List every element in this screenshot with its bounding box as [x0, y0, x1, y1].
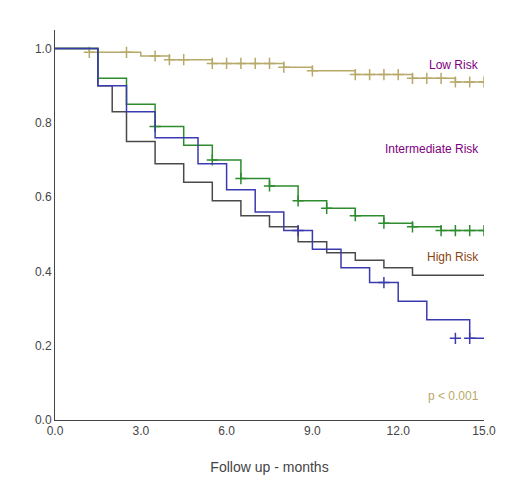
- svg-text:0.2: 0.2: [35, 339, 52, 353]
- svg-text:0.0: 0.0: [35, 413, 52, 427]
- svg-text:6.0: 6.0: [218, 424, 235, 438]
- svg-text:9.0: 9.0: [304, 424, 321, 438]
- svg-text:0.8: 0.8: [35, 116, 52, 130]
- svg-text:High Risk: High Risk: [427, 250, 479, 264]
- svg-text:Follow up - months: Follow up - months: [210, 459, 328, 475]
- svg-text:Intermediate Risk: Intermediate Risk: [385, 142, 479, 156]
- svg-text:Low Risk: Low Risk: [429, 58, 479, 72]
- svg-text:0.6: 0.6: [35, 190, 52, 204]
- svg-text:12.0: 12.0: [387, 424, 411, 438]
- svg-text:3.0: 3.0: [132, 424, 149, 438]
- svg-text:p < 0.001: p < 0.001: [428, 389, 479, 403]
- svg-text:0.4: 0.4: [35, 265, 52, 279]
- svg-text:1.0: 1.0: [35, 42, 52, 56]
- svg-text:0.0: 0.0: [47, 424, 64, 438]
- svg-text:15.0: 15.0: [472, 424, 496, 438]
